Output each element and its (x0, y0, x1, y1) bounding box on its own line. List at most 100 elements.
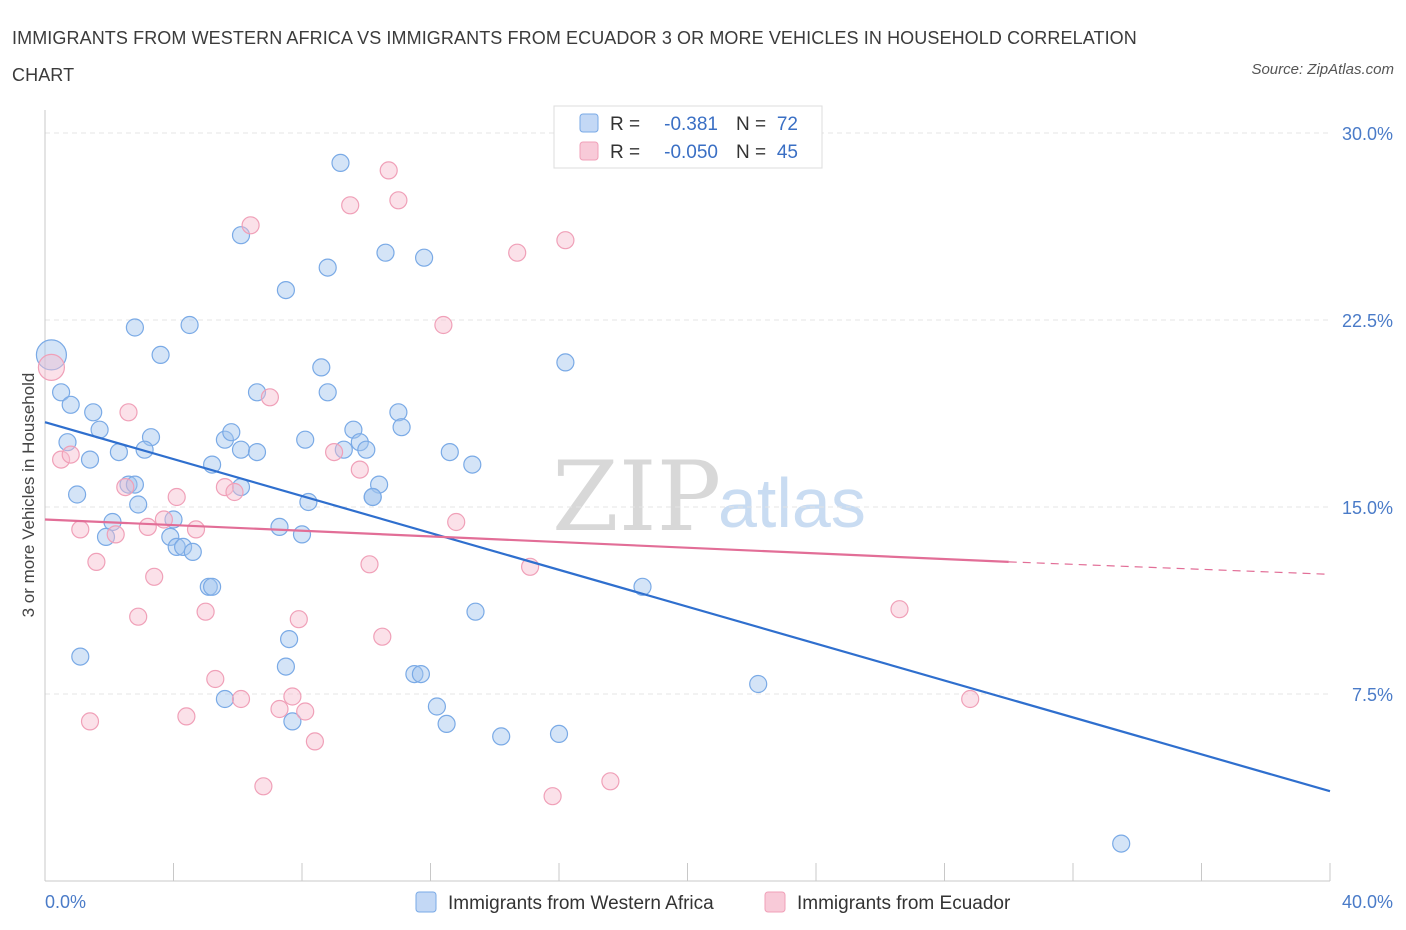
western-africa-point-38 (71, 647, 90, 666)
legend-box (553, 105, 823, 169)
western-africa-point-6 (80, 450, 100, 469)
ecuador-point-37 (447, 512, 466, 532)
legend-n-value-1: 72 (777, 114, 798, 135)
ecuador-point-23 (260, 388, 279, 407)
western-africa-point-67 (549, 724, 569, 744)
western-africa-point-32 (247, 443, 267, 462)
watermark-atlas: atlas (718, 464, 866, 542)
western-africa-point-58 (405, 664, 424, 684)
ecuador-point-27 (296, 702, 315, 721)
ecuador-point-30 (341, 196, 360, 215)
western-africa-point-9 (67, 485, 87, 504)
western-africa-point-50 (350, 433, 369, 452)
western-africa-point-55 (363, 487, 382, 507)
ecuador-point-40 (543, 787, 562, 806)
trend-lines (44, 421, 1331, 793)
western-africa-point-37 (215, 689, 234, 709)
western-africa-point-11 (129, 495, 148, 514)
ecuador-point-22 (254, 777, 273, 796)
western-africa-point-42 (292, 525, 312, 544)
western-africa-point-68 (556, 353, 575, 372)
western-africa-point-18 (180, 315, 199, 335)
source-label: Source: ZipAtlas.com (1251, 61, 1394, 78)
western-africa-point-16 (151, 345, 170, 364)
legend-n-label-2: N = (736, 142, 766, 163)
ecuador-point-42 (601, 772, 620, 791)
legend-n-value-2: 45 (777, 142, 798, 163)
trend-line-western-africa (44, 421, 1331, 793)
western-africa-point-65 (466, 602, 485, 621)
western-africa-point-51 (357, 440, 376, 459)
ecuador-point-3 (71, 520, 90, 539)
x-axis-ticks (173, 863, 1331, 881)
ecuador-point-10 (138, 517, 157, 537)
western-africa-point-2 (61, 395, 80, 414)
series-western-africa-points (35, 153, 1131, 853)
western-africa-point-70 (749, 674, 768, 694)
western-africa-point-47 (331, 153, 350, 172)
western-africa-point-66 (492, 727, 511, 746)
western-africa-point-40 (276, 281, 295, 300)
ecuador-point-19 (225, 482, 244, 502)
ecuador-point-29 (325, 443, 344, 462)
western-africa-point-1 (51, 383, 71, 402)
western-africa-point-31 (231, 440, 251, 459)
ecuador-point-43 (890, 600, 909, 619)
western-africa-point-61 (427, 697, 446, 716)
ecuador-point-25 (283, 687, 302, 706)
ecuador-point-34 (379, 161, 398, 180)
ecuador-point-1 (51, 450, 71, 469)
ecuador-point-28 (305, 732, 324, 751)
ecuador-point-35 (389, 191, 408, 210)
ecuador-point-11 (145, 567, 164, 586)
series-legend-label-ecuador: Immigrants from Ecuador (797, 893, 1011, 914)
ecuador-point-18 (215, 478, 234, 497)
ecuador-point-20 (231, 689, 251, 709)
series-legend: Immigrants from Western Africa Immigrant… (415, 891, 1011, 914)
correlation-legend: R = -0.381 N = 72 R = -0.050 N = 45 (553, 105, 823, 169)
y-tick-label-1: 15.0% (1342, 498, 1393, 518)
ecuador-point-8 (119, 403, 138, 422)
y-tick-labels: 7.5% 15.0% 22.5% 30.0% (1342, 124, 1393, 705)
ecuador-point-36 (434, 315, 453, 335)
ecuador-point-33 (373, 627, 392, 646)
western-africa-point-64 (463, 455, 482, 474)
western-africa-point-63 (440, 443, 459, 462)
legend-r-label-2: R = (610, 142, 640, 163)
western-africa-point-33 (270, 517, 289, 537)
western-africa-point-28 (222, 423, 241, 442)
legend-swatch-blue (579, 113, 599, 133)
series-legend-swatch-blue (415, 891, 437, 913)
western-africa-point-60 (415, 248, 434, 267)
legend-r-value-1: -0.381 (664, 114, 718, 135)
ecuador-point-21 (241, 216, 260, 235)
ecuador-point-13 (167, 487, 186, 507)
legend-swatch-pink (579, 141, 599, 161)
y-tick-label-3: 30.0% (1342, 124, 1393, 144)
legend-r-label-1: R = (610, 114, 640, 135)
western-africa-point-35 (276, 657, 295, 676)
western-africa-point-59 (411, 664, 430, 684)
western-africa-point-41 (296, 430, 315, 449)
ecuador-point-7 (116, 478, 135, 497)
ecuador-point-5 (87, 552, 106, 572)
y-tick-label-0: 7.5% (1352, 685, 1393, 705)
ecuador-point-15 (186, 520, 206, 539)
y-tick-label-2: 22.5% (1342, 311, 1393, 331)
ecuador-point-2 (61, 445, 80, 464)
western-africa-point-4 (84, 403, 103, 422)
western-africa-point-56 (389, 403, 408, 422)
chart-title: IMMIGRANTS FROM WESTERN AFRICA VS IMMIGR… (12, 28, 1137, 85)
ecuador-point-31 (350, 460, 369, 479)
ecuador-point-9 (129, 607, 148, 626)
ecuador-point-44 (961, 689, 980, 709)
western-africa-point-69 (633, 577, 652, 596)
western-africa-point-20 (161, 527, 180, 547)
western-africa-point-62 (437, 714, 456, 734)
y-axis-label: 3 or more Vehicles in Household (19, 373, 38, 618)
series-legend-label-western-africa: Immigrants from Western Africa (448, 893, 714, 914)
trend-line-ecuador-extension (1008, 561, 1331, 575)
western-africa-point-17 (125, 318, 144, 337)
watermark-zip: ZIP (552, 441, 721, 553)
